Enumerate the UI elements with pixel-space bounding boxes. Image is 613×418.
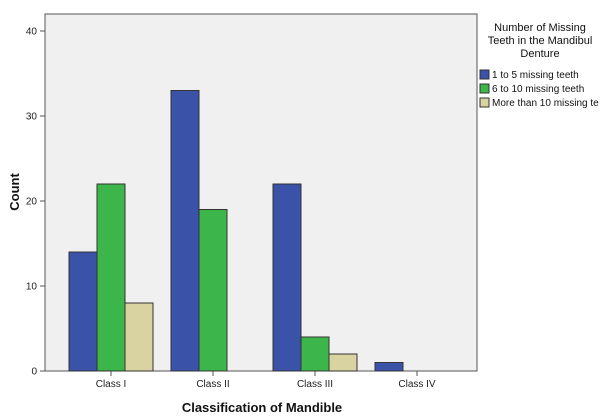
y-axis-title: Count: [7, 173, 22, 211]
bar-more-than-10-missing-te-class-iii: [328, 353, 358, 372]
y-tick-label: 20: [26, 197, 38, 208]
legend-title-line-2: Teeth in the Mandibul: [488, 35, 593, 47]
y-tick-label: 30: [26, 112, 38, 123]
bar-1-to-5-missing-teeth-class-ii: [170, 90, 200, 372]
legend-swatch-2: [479, 83, 490, 94]
bars: [68, 90, 404, 372]
bar-1-to-5-missing-teeth-class-i: [68, 251, 98, 372]
x-axis-title: Classification of Mandible: [182, 400, 342, 415]
x-tick-label: Class IV: [398, 379, 436, 390]
bar-more-than-10-missing-te-class-i: [124, 302, 154, 372]
legend-swatch-3: [479, 97, 490, 108]
x-tick-label: Class I: [96, 379, 127, 390]
bar-1-to-5-missing-teeth-class-iii: [272, 183, 302, 372]
legend-swatch-1: [479, 69, 490, 80]
bar-6-to-10-missing-teeth-class-iii: [300, 336, 330, 372]
legend-label-1: 1 to 5 missing teeth: [492, 70, 579, 81]
legend-label-2: 6 to 10 missing teeth: [492, 84, 584, 95]
x-axis: Class I Class II Class III Class IV: [96, 371, 436, 390]
x-tick-label: Class III: [297, 379, 333, 390]
legend-title-line-3: Denture: [520, 48, 559, 60]
y-tick-label: 40: [26, 27, 38, 38]
x-tick-label: Class II: [196, 379, 229, 390]
legend: Number of Missing Teeth in the Mandibul …: [479, 22, 599, 109]
legend-label-3: More than 10 missing te: [492, 98, 599, 109]
y-axis: 0 10 20 30 40: [26, 27, 45, 378]
y-tick-label: 0: [31, 367, 37, 378]
bar-6-to-10-missing-teeth-class-ii: [198, 209, 228, 372]
y-tick-label: 10: [26, 282, 38, 293]
bar-1-to-5-missing-teeth-class-iv: [374, 362, 404, 372]
legend-title-line-1: Number of Missing: [494, 22, 586, 34]
bar-6-to-10-missing-teeth-class-i: [96, 183, 126, 372]
